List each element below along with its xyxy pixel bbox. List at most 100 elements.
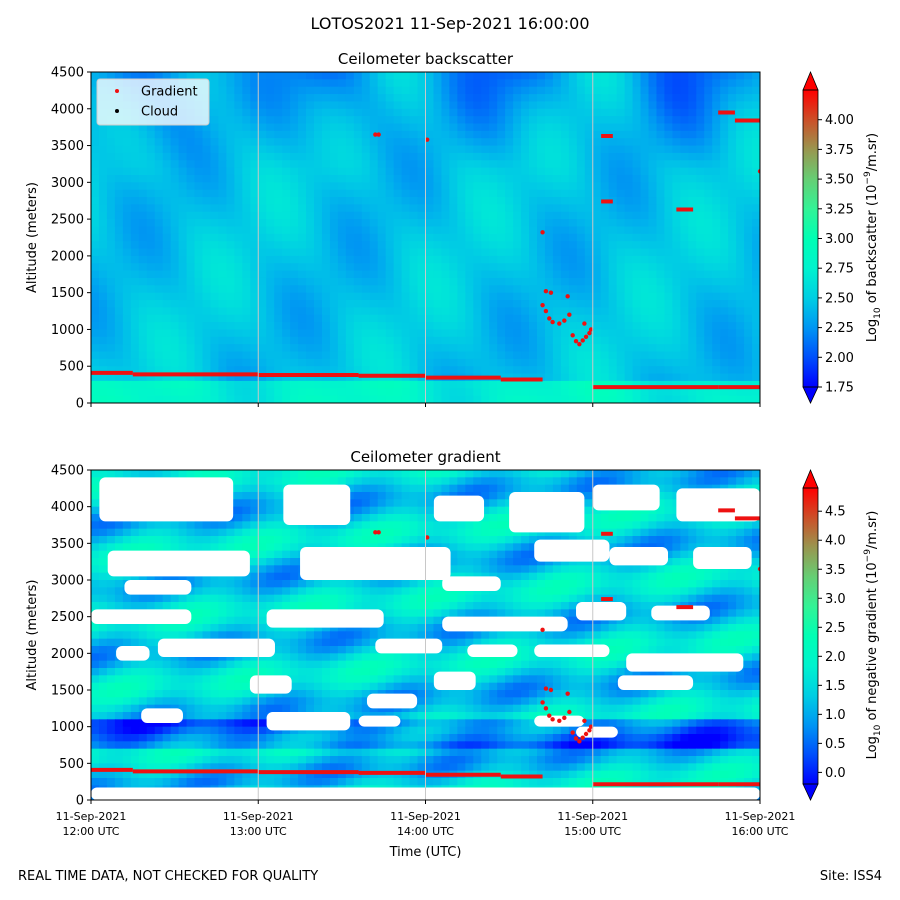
heatmap-cell xyxy=(680,395,689,403)
heatmap-cell xyxy=(154,226,164,235)
heatmap-cell xyxy=(202,292,212,301)
heatmap-cell xyxy=(616,536,626,544)
heatmap-cell xyxy=(274,344,283,353)
heatmap-cell xyxy=(202,182,212,191)
heatmap-cell xyxy=(290,521,299,530)
heatmap-cell xyxy=(752,138,760,147)
heatmap-cell xyxy=(616,101,626,110)
heatmap-cell xyxy=(712,322,721,331)
heatmap-cell xyxy=(425,395,435,403)
heatmap-cell xyxy=(656,197,666,205)
heatmap-cell xyxy=(704,226,713,235)
heatmap-cell xyxy=(258,270,267,279)
heatmap-cell xyxy=(202,211,212,220)
heatmap-cell xyxy=(258,536,267,544)
heatmap-cell xyxy=(194,233,204,242)
heatmap-cell xyxy=(505,211,514,220)
heatmap-cell xyxy=(369,152,379,161)
heatmap-cell xyxy=(712,152,721,161)
heatmap-cell xyxy=(314,336,323,345)
heatmap-cell xyxy=(91,138,100,147)
heatmap-cell xyxy=(608,241,618,250)
heatmap-cell xyxy=(321,336,331,345)
heatmap-cell xyxy=(560,329,570,338)
heatmap-cell xyxy=(91,499,100,508)
heatmap-cell xyxy=(513,204,522,213)
heatmap-cell xyxy=(544,123,554,132)
heatmap-cell xyxy=(529,211,538,220)
heatmap-cell xyxy=(497,101,506,110)
heatmap-cell xyxy=(298,204,307,213)
heatmap-cell xyxy=(178,123,188,132)
heatmap-cell xyxy=(282,550,291,559)
heatmap-cell xyxy=(91,152,100,161)
heatmap-cell xyxy=(672,123,681,132)
heatmap-cell xyxy=(680,174,689,183)
heatmap-cell xyxy=(234,145,243,154)
heatmap-cell xyxy=(106,255,116,264)
heatmap-cell xyxy=(98,322,108,331)
heatmap-cell xyxy=(369,292,379,301)
heatmap-cell xyxy=(704,248,713,257)
heatmap-cell xyxy=(529,130,538,139)
heatmap-cell xyxy=(114,197,124,205)
heatmap-cell xyxy=(696,248,705,257)
heatmap-cell xyxy=(162,182,172,191)
heatmap-cell xyxy=(544,484,554,493)
gradient-point xyxy=(565,294,570,299)
heatmap-cell xyxy=(457,116,466,125)
heatmap-cell xyxy=(473,219,482,228)
heatmap-cell xyxy=(560,388,570,397)
heatmap-cell xyxy=(489,322,498,331)
heatmap-cell xyxy=(664,174,673,183)
heatmap-cell xyxy=(616,285,626,294)
heatmap-cell xyxy=(130,72,140,80)
heatmap-cell xyxy=(401,94,411,103)
heatmap-cell xyxy=(353,277,363,286)
heatmap-cell xyxy=(648,514,658,522)
heatmap-cell xyxy=(369,197,379,205)
heatmap-cell xyxy=(624,152,634,161)
heatmap-cell xyxy=(465,145,474,154)
heatmap-cell xyxy=(720,536,729,544)
heatmap-cell xyxy=(282,182,291,191)
heatmap-cell xyxy=(537,167,546,176)
heatmap-cell xyxy=(345,86,355,95)
heatmap-cell xyxy=(186,285,196,294)
heatmap-cell xyxy=(361,314,371,323)
heatmap-cell xyxy=(162,152,172,161)
heatmap-cell xyxy=(473,292,482,301)
heatmap-cell xyxy=(306,351,315,360)
heatmap-cell xyxy=(250,514,259,522)
heatmap-cell xyxy=(274,248,283,257)
heatmap-cell xyxy=(266,167,275,176)
heatmap-cell xyxy=(736,536,745,544)
heatmap-cell xyxy=(345,388,355,397)
heatmap-cell xyxy=(736,219,745,228)
heatmap-cell xyxy=(282,300,291,308)
heatmap-cell xyxy=(369,329,379,338)
heatmap-cell xyxy=(377,314,387,323)
heatmap-cell xyxy=(465,72,474,80)
heatmap-cell xyxy=(162,351,172,360)
heatmap-cell xyxy=(744,255,753,264)
heatmap-cell xyxy=(417,380,427,389)
heatmap-cell xyxy=(106,138,116,147)
heatmap-cell xyxy=(361,285,371,294)
heatmap-cell xyxy=(250,536,259,544)
heatmap-cell xyxy=(544,558,554,566)
heatmap-cell xyxy=(576,285,586,294)
heatmap-cell xyxy=(353,366,363,375)
heatmap-cell xyxy=(465,344,474,353)
heatmap-cell xyxy=(720,204,729,213)
heatmap-cell xyxy=(194,204,204,213)
heatmap-cell xyxy=(640,72,650,80)
heatmap-cell xyxy=(680,219,689,228)
heatmap-cell xyxy=(377,116,387,125)
heatmap-cell xyxy=(560,86,570,95)
heatmap-cell xyxy=(234,395,243,403)
heatmap-cell xyxy=(417,536,427,544)
heatmap-cell xyxy=(409,160,419,169)
heatmap-cell xyxy=(449,470,458,478)
heatmap-cell xyxy=(186,470,196,478)
